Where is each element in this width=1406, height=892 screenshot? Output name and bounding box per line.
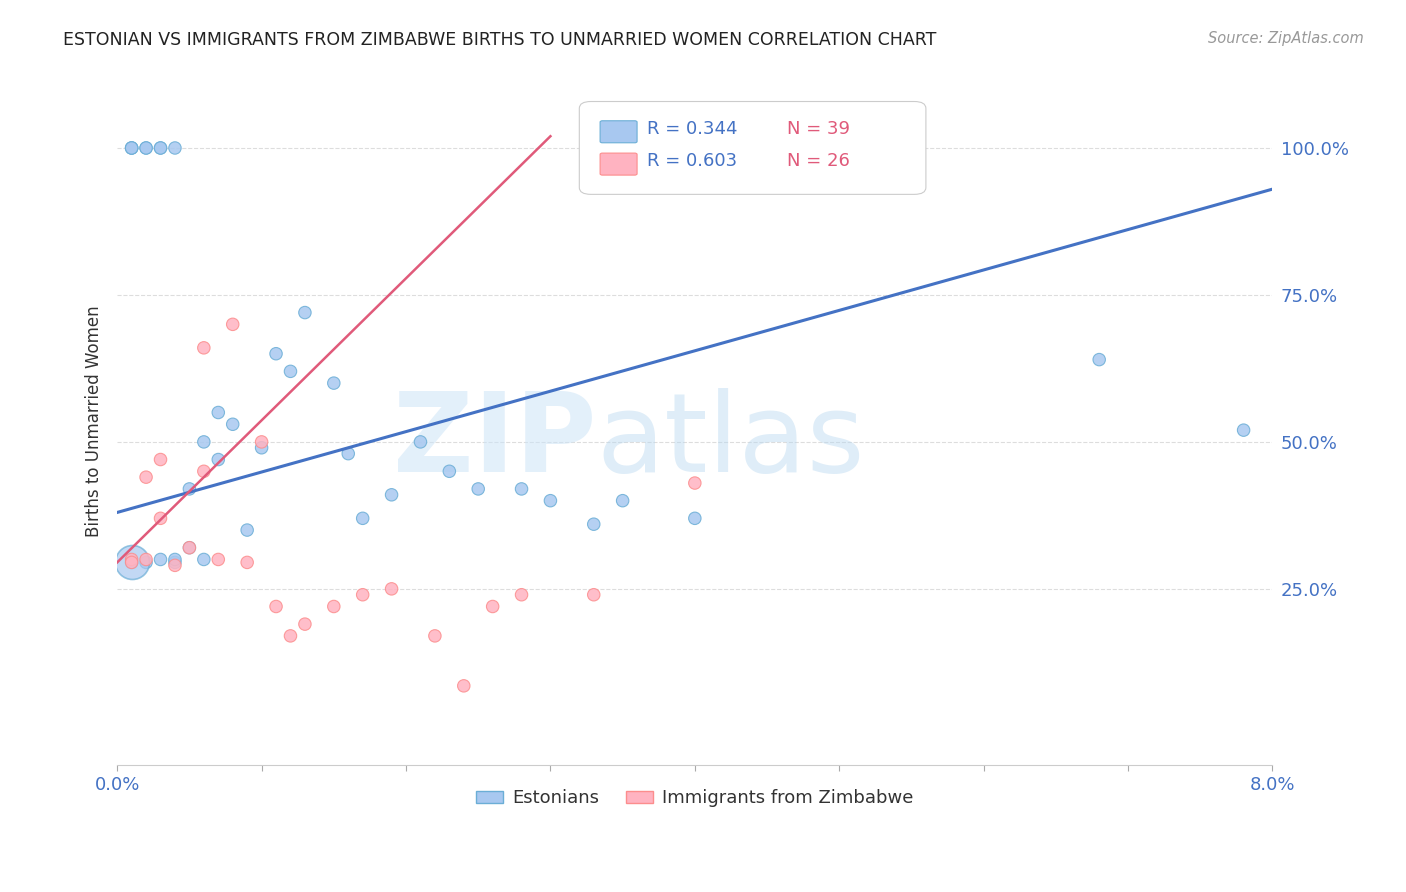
Point <box>510 588 533 602</box>
Point <box>381 582 404 596</box>
Text: R = 0.344: R = 0.344 <box>648 120 738 138</box>
Point <box>149 141 172 155</box>
Point <box>294 617 316 632</box>
Point <box>264 599 287 614</box>
Point <box>163 558 186 573</box>
Point <box>322 599 344 614</box>
Y-axis label: Births to Unmarried Women: Births to Unmarried Women <box>86 306 103 537</box>
Point <box>612 493 634 508</box>
Point <box>222 417 245 432</box>
Point <box>179 482 201 496</box>
FancyBboxPatch shape <box>579 102 927 194</box>
Point <box>149 511 172 525</box>
Point <box>439 464 461 478</box>
Point <box>294 305 316 319</box>
Point <box>538 493 561 508</box>
Point <box>381 488 404 502</box>
Point <box>1232 423 1254 437</box>
Text: N = 39: N = 39 <box>787 120 851 138</box>
Point <box>352 588 374 602</box>
Point <box>207 405 229 419</box>
Point <box>250 434 273 449</box>
Point <box>135 555 157 569</box>
Point <box>481 599 503 614</box>
Point <box>121 141 143 155</box>
FancyBboxPatch shape <box>600 153 637 175</box>
Point <box>222 318 245 332</box>
Point <box>193 341 215 355</box>
Point <box>135 141 157 155</box>
Point <box>121 555 143 569</box>
Text: ESTONIAN VS IMMIGRANTS FROM ZIMBABWE BIRTHS TO UNMARRIED WOMEN CORRELATION CHART: ESTONIAN VS IMMIGRANTS FROM ZIMBABWE BIR… <box>63 31 936 49</box>
Point <box>582 517 605 532</box>
Point <box>683 476 706 491</box>
Point <box>135 141 157 155</box>
Text: Source: ZipAtlas.com: Source: ZipAtlas.com <box>1208 31 1364 46</box>
Point <box>163 141 186 155</box>
Text: ZIP: ZIP <box>394 388 596 495</box>
Point <box>207 452 229 467</box>
Point <box>467 482 489 496</box>
Point <box>121 141 143 155</box>
Point <box>1088 352 1111 367</box>
Point <box>179 541 201 555</box>
Point <box>280 364 302 378</box>
Point <box>149 552 172 566</box>
Point <box>510 482 533 496</box>
Point <box>193 434 215 449</box>
Point <box>236 555 259 569</box>
FancyBboxPatch shape <box>600 120 637 143</box>
Point <box>683 511 706 525</box>
Point <box>264 347 287 361</box>
Point <box>337 447 360 461</box>
Text: R = 0.603: R = 0.603 <box>648 153 738 170</box>
Text: N = 26: N = 26 <box>787 153 851 170</box>
Legend: Estonians, Immigrants from Zimbabwe: Estonians, Immigrants from Zimbabwe <box>468 782 921 814</box>
Point <box>423 629 446 643</box>
Point <box>121 555 143 569</box>
Point <box>193 552 215 566</box>
Point <box>236 523 259 537</box>
Point <box>582 588 605 602</box>
Point <box>207 552 229 566</box>
Point <box>409 434 432 449</box>
Point <box>163 552 186 566</box>
Point <box>163 555 186 569</box>
Point <box>149 452 172 467</box>
Point <box>121 552 143 566</box>
Point <box>280 629 302 643</box>
Text: atlas: atlas <box>596 388 865 495</box>
Point <box>121 555 143 569</box>
Point <box>352 511 374 525</box>
Point <box>250 441 273 455</box>
Point <box>121 141 143 155</box>
Point <box>135 470 157 484</box>
Point <box>149 141 172 155</box>
Point <box>322 376 344 390</box>
Point <box>179 541 201 555</box>
Point <box>193 464 215 478</box>
Point <box>453 679 475 693</box>
Point <box>135 552 157 566</box>
